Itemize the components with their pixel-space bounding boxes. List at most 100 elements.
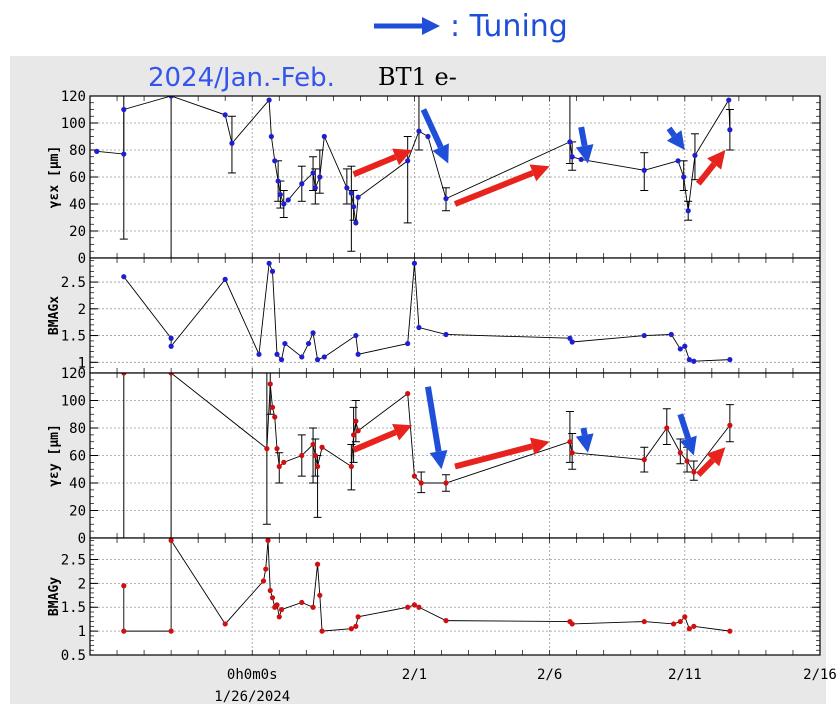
data-point	[353, 332, 359, 339]
data-point	[355, 194, 361, 200]
data-point	[686, 357, 692, 363]
data-point	[274, 446, 280, 452]
y-tick-label: 20	[69, 504, 86, 520]
data-point	[319, 444, 325, 450]
data-point	[168, 335, 174, 341]
series-line	[123, 261, 730, 362]
data-point	[272, 158, 278, 164]
y-tick-label: 120	[61, 366, 86, 382]
data-point	[682, 614, 688, 620]
plot-area	[90, 258, 820, 373]
data-point	[310, 330, 316, 336]
plot-content	[94, 96, 734, 258]
data-point	[670, 621, 677, 627]
trend-arrow	[352, 148, 413, 178]
tuning-arrow	[575, 427, 594, 453]
y-tick-label: 40	[69, 197, 86, 213]
legend-label: : Tuning	[450, 8, 568, 44]
data-point	[281, 459, 287, 465]
tuning-arrow	[575, 126, 594, 164]
y-tick-label: 1.5	[61, 600, 86, 616]
data-point	[168, 96, 174, 99]
data-point	[443, 480, 449, 486]
data-point	[310, 604, 316, 610]
data-point	[425, 133, 431, 140]
data-point	[229, 140, 235, 146]
data-point	[299, 354, 305, 360]
y-tick-label: 1.5	[61, 329, 86, 345]
data-point	[269, 595, 276, 601]
data-point	[312, 452, 318, 459]
data-point	[405, 340, 411, 347]
data-point	[282, 340, 288, 347]
data-point	[411, 602, 418, 608]
data-point	[274, 602, 280, 608]
y-tick-label: 2	[78, 576, 86, 592]
data-point	[405, 391, 411, 397]
data-point	[274, 351, 280, 357]
tuning-arrow	[666, 126, 685, 150]
data-point	[677, 450, 683, 456]
data-point	[675, 158, 681, 164]
data-point	[641, 457, 647, 463]
tuning-legend: : Tuning	[372, 6, 568, 46]
x-tick-label: 2/1	[402, 667, 427, 683]
data-point	[266, 260, 272, 266]
data-point	[677, 346, 683, 352]
data-point	[319, 628, 325, 634]
data-point	[314, 561, 321, 567]
data-point	[411, 260, 418, 266]
data-point	[121, 373, 127, 376]
data-point	[321, 133, 327, 140]
y-tick-label: 120	[61, 89, 86, 105]
data-point	[726, 97, 732, 103]
plot-content	[121, 538, 733, 634]
data-point	[418, 480, 424, 486]
data-point	[569, 450, 575, 456]
data-point	[321, 354, 327, 360]
y-axis-label: γεy [μm]	[47, 424, 62, 487]
data-point	[168, 343, 174, 349]
data-point	[355, 614, 361, 620]
data-point	[567, 335, 573, 341]
data-point	[222, 621, 228, 627]
data-point	[727, 357, 733, 363]
data-point	[569, 339, 575, 345]
y-tick-label: 0	[78, 251, 86, 267]
y-tick-label: 60	[69, 170, 86, 186]
tuning-arrow	[677, 413, 697, 456]
plot-content	[119, 373, 734, 538]
data-point	[416, 604, 422, 610]
data-point	[353, 418, 359, 424]
data-point	[276, 463, 282, 470]
beam-label: BT1 e-	[378, 63, 457, 91]
data-point	[691, 469, 697, 475]
legend-arrow-icon	[374, 17, 440, 35]
data-point	[348, 626, 354, 632]
plot-area	[90, 538, 820, 655]
y-tick-label: 20	[69, 224, 86, 240]
data-point	[310, 441, 316, 448]
data-point	[121, 583, 127, 589]
data-point	[121, 151, 127, 157]
data-point	[641, 618, 647, 625]
data-point	[310, 170, 316, 176]
data-point	[344, 185, 350, 191]
data-point	[355, 428, 361, 434]
data-point	[348, 190, 354, 196]
data-point	[443, 196, 449, 202]
data-point	[275, 178, 281, 184]
data-point	[222, 112, 228, 118]
data-point	[314, 463, 321, 470]
y-tick-label: 100	[61, 394, 86, 410]
data-point	[351, 204, 357, 210]
data-point	[677, 618, 683, 625]
x-tick-label: 0h0m0s	[227, 667, 278, 683]
y-tick-label: 0.5	[61, 648, 86, 664]
data-point	[668, 331, 674, 338]
panel-3: 0 20 40 60 80 100 120 γεy [μm]	[47, 366, 821, 547]
data-point	[416, 128, 422, 134]
data-point	[317, 174, 323, 180]
panel-1: 0 20 40 60 80 100 120 γεx [μm]	[47, 89, 821, 267]
